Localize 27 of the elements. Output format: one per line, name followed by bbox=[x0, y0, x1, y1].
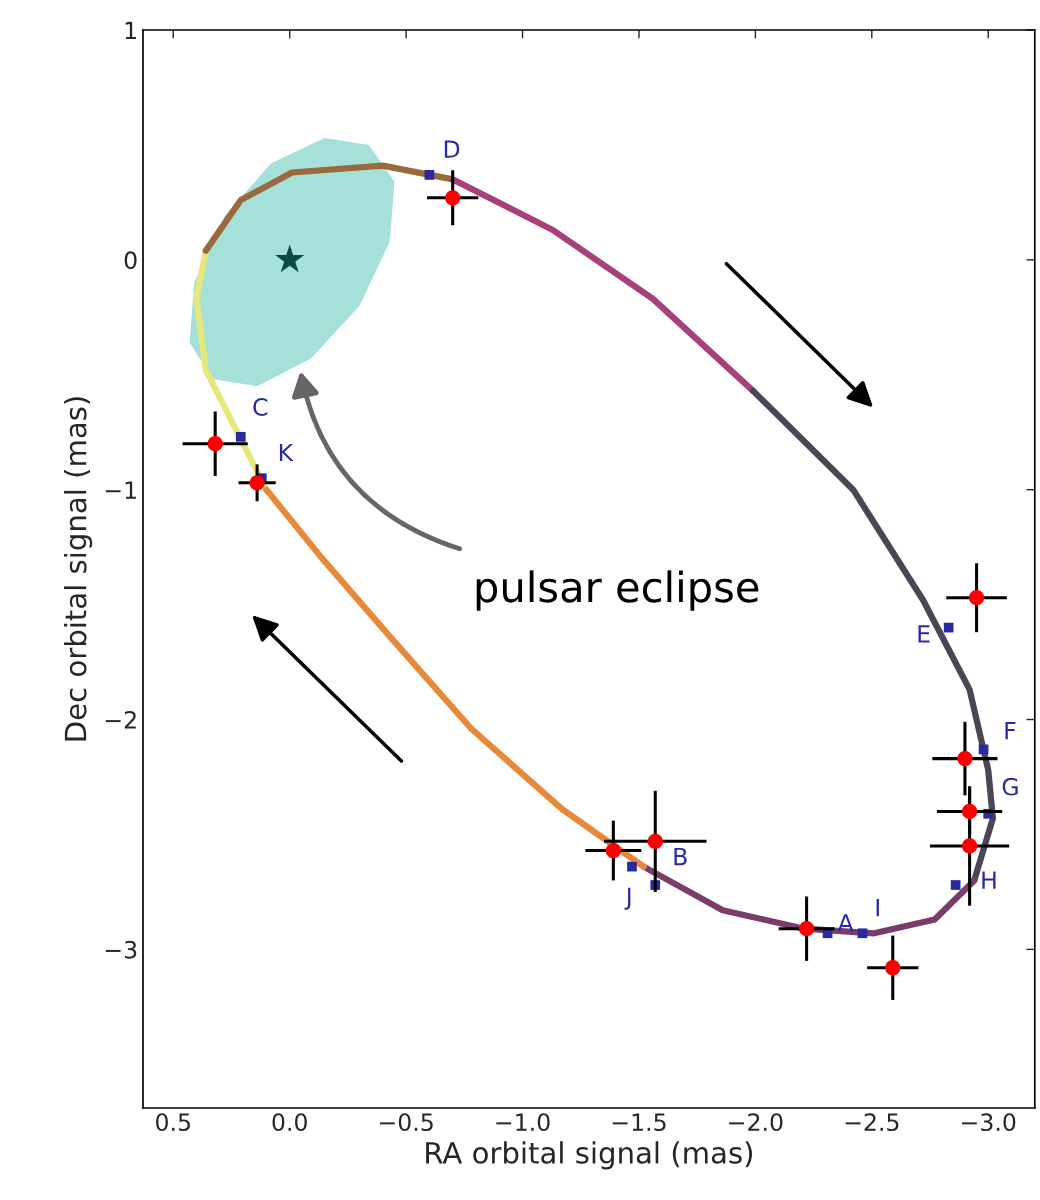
y-axis-title: Dec orbital signal (mas) bbox=[63, 397, 93, 741]
x-tick-label: 0.0 bbox=[272, 1113, 307, 1132]
data-label: B bbox=[674, 847, 687, 866]
x-tick-label: −2.5 bbox=[845, 1113, 899, 1132]
y-tick-label: 1 bbox=[125, 21, 136, 39]
x-tick-label: −2.0 bbox=[729, 1113, 783, 1132]
data-label: K bbox=[279, 443, 294, 462]
data-label: J bbox=[624, 887, 631, 910]
data-label: F bbox=[1005, 722, 1016, 740]
y-tick-label: −1 bbox=[105, 481, 136, 499]
x-tick-label: −0.5 bbox=[379, 1113, 433, 1132]
x-tick-label: −1.0 bbox=[496, 1113, 550, 1132]
x-tick-label: −1.5 bbox=[612, 1113, 666, 1132]
data-label: E bbox=[918, 625, 930, 643]
data-label: I bbox=[876, 898, 879, 917]
x-tick-label: −3.0 bbox=[962, 1113, 1016, 1132]
data-label: G bbox=[1002, 777, 1018, 796]
x-axis-title: RA orbital signal (mas) bbox=[426, 1141, 753, 1170]
annotation: pulsar eclipse bbox=[476, 570, 759, 611]
y-tick-label: −2 bbox=[105, 710, 136, 729]
y-tick-label: −3 bbox=[105, 940, 137, 959]
y-tick-label: 0 bbox=[124, 251, 137, 270]
data-label: A bbox=[837, 914, 854, 932]
data-label: C bbox=[253, 398, 268, 416]
data-label: D bbox=[444, 140, 460, 158]
x-tick-label: 0.5 bbox=[156, 1113, 190, 1132]
data-label: H bbox=[982, 871, 996, 889]
